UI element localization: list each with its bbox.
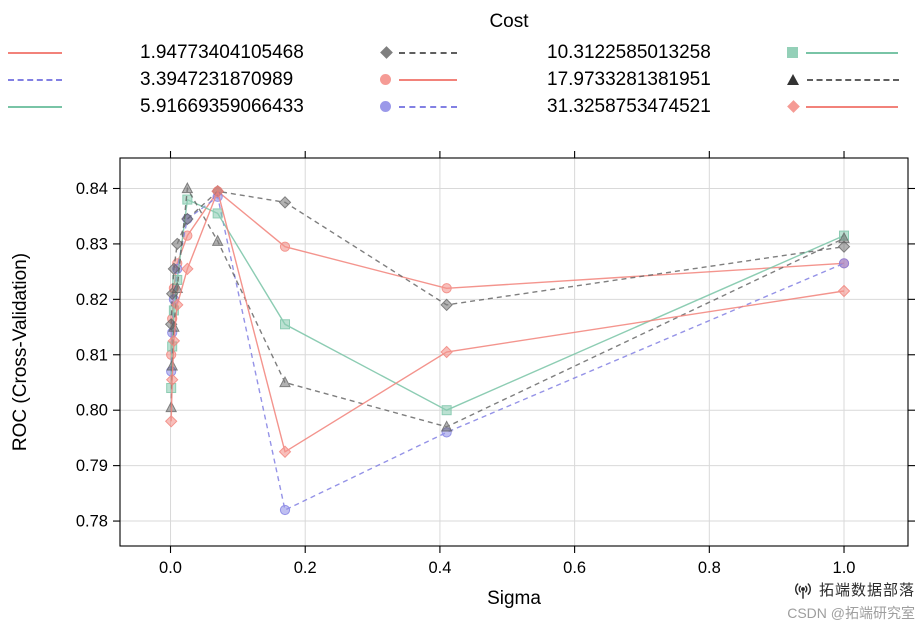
watermark: 拓端数据部落 CSDN @拓端研究室: [787, 579, 915, 623]
x-tick-label: 0.4: [428, 559, 451, 577]
data-point: [181, 182, 194, 194]
legend-line-grey-dashed: [399, 51, 457, 54]
data-point: [838, 231, 850, 244]
legend-label: 5.91669359066433: [140, 95, 304, 117]
legend-line-red-solid: [8, 51, 62, 54]
series-31.3258753474521: [164, 185, 851, 458]
legend-label: 17.9733281381951: [547, 68, 711, 90]
data-point: [165, 287, 179, 301]
x-tick-label: 0.6: [563, 559, 586, 577]
signal-icon: [795, 582, 811, 599]
series-10.3122585013258: [164, 185, 851, 331]
data-point: [837, 240, 851, 253]
data-point: [838, 258, 850, 269]
y-tick-label: 0.81: [76, 346, 108, 364]
series-3.3947231870989: [166, 191, 850, 516]
data-point: [837, 284, 851, 298]
series-17.9733281381951: [165, 182, 850, 432]
data-point: [181, 262, 194, 276]
data-point: [211, 185, 224, 198]
y-tick-label: 0.84: [76, 180, 108, 198]
legend-diamond-icon: [380, 46, 393, 59]
data-point: [278, 196, 292, 209]
data-point: [440, 420, 453, 432]
x-tick-label: 0.8: [698, 559, 721, 577]
legend-line-blue-dashed: [8, 78, 62, 81]
data-point: [182, 194, 193, 205]
legend-row: 5.91669359066433 31.3258753474521: [0, 93, 923, 120]
chart-svg: 0.0 0.2 0.4 0.6 0.8 1.0 0.78 0.79 0.80 0.81 0.82 0.…: [10, 151, 915, 609]
data-point: [171, 298, 184, 312]
legend-triangle-icon: [787, 74, 799, 85]
legend-row: 3.3947231870989 17.9733281381951: [0, 66, 923, 93]
data-point: [167, 262, 181, 276]
grid-lines: [120, 158, 908, 546]
y-tick-label: 0.78: [76, 513, 108, 531]
data-point: [839, 230, 850, 241]
data-point: [181, 212, 194, 226]
axes: [113, 151, 915, 553]
data-point: [278, 445, 292, 458]
data-point: [171, 237, 184, 251]
data-point: [164, 415, 178, 428]
data-point: [165, 373, 179, 386]
legend-row: 1.94773404105468 10.3122585013258: [0, 39, 923, 66]
series-5.91669359066433: [166, 194, 850, 416]
data-point: [211, 234, 224, 246]
data-point: [280, 319, 291, 330]
legend-line-blue-dashed: [399, 105, 457, 108]
data-point: [279, 241, 291, 252]
y-tick-label: 0.80: [76, 402, 108, 420]
legend-line-teal-solid: [806, 51, 898, 54]
watermark-brand: 拓端数据部落: [818, 582, 915, 599]
data-point: [167, 334, 181, 348]
legend-diamond-icon: [787, 100, 800, 113]
y-tick-label: 0.82: [76, 291, 108, 309]
legend-label: 3.3947231870989: [140, 68, 294, 90]
data-point: [171, 281, 184, 293]
x-tick-label: 0.0: [159, 559, 182, 577]
legend-line-grey-dashed: [807, 78, 899, 81]
data-point: [279, 376, 291, 388]
data-point: [441, 427, 452, 438]
data-point: [212, 208, 223, 219]
data-point: [441, 283, 452, 294]
legend-line-red-solid: [399, 78, 457, 81]
legend-label: 1.94773404105468: [140, 41, 304, 63]
y-tick-label: 0.79: [76, 457, 108, 475]
legend-line-red-solid: [806, 105, 898, 108]
watermark-credit: CSDN @拓端研究室: [787, 605, 915, 621]
legend-title: Cost: [489, 11, 529, 32]
data-point: [440, 345, 453, 359]
chart-legend: Cost 1.94773404105468 10.3122585013258 3…: [0, 10, 923, 120]
series-1.94773404105468: [166, 186, 850, 360]
y-axis-title: ROC (Cross-Validation): [10, 253, 31, 451]
legend-circle-icon: [380, 74, 391, 85]
legend-label: 10.3122585013258: [547, 41, 711, 63]
legend-label: 31.3258753474521: [547, 95, 711, 117]
x-tick-label: 0.2: [294, 559, 317, 577]
legend-circle-icon: [380, 101, 391, 112]
legend-square-icon: [787, 47, 798, 58]
x-tick-label: 1.0: [833, 559, 856, 577]
tick-labels: 0.0 0.2 0.4 0.6 0.8 1.0 0.78 0.79 0.80 0.81 0.82 0.…: [76, 180, 856, 577]
data-point: [441, 405, 452, 416]
x-axis-title: Sigma: [487, 588, 541, 609]
data-point: [172, 274, 183, 285]
data-point: [440, 298, 453, 312]
data-point: [168, 320, 180, 332]
data-point: [279, 504, 291, 516]
y-tick-label: 0.83: [76, 235, 108, 253]
legend-line-teal-solid: [8, 105, 62, 108]
